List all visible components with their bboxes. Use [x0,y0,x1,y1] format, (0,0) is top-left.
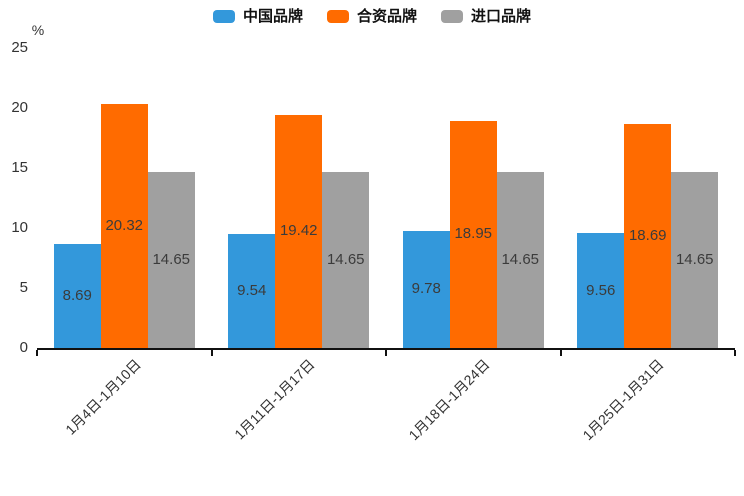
y-axis-tick-label: 20 [11,99,28,116]
x-axis-tick-mark [36,350,38,356]
legend: 中国品牌 合资品牌 进口品牌 [0,9,744,24]
bar-value-label: 14.65 [501,251,540,269]
bar-value-label: 18.69 [628,226,667,244]
bar-合资品牌-group-2 [449,120,497,348]
y-axis-unit-label: % [31,22,45,38]
bar-value-label: 20.32 [105,217,144,235]
legend-swatch-icon [212,10,235,23]
bar-中国品牌-group-1 [228,233,276,348]
bar-value-label: 19.42 [279,222,318,240]
bar-value-label: 9.54 [237,281,267,299]
x-axis-category-label: 1月18日-1月24日 [405,356,493,444]
bar-进口品牌-group-2 [496,172,544,348]
bar-value-label: 14.65 [326,251,365,269]
y-axis-tick-label: 0 [19,339,28,356]
bar-value-label: 14.65 [152,251,191,269]
bar-value-label: 18.95 [454,225,493,243]
x-axis-category-label: 1月11日-1月17日 [231,356,319,443]
bar-进口品牌-group-1 [322,172,370,348]
legend-swatch-icon [326,10,349,23]
bar-合资品牌-group-1 [275,114,323,348]
bar-value-label: 9.56 [586,281,616,299]
x-axis-tick-mark [559,350,562,356]
bar-合资品牌-group-3 [624,123,672,348]
legend-item-series-1[interactable]: 合资品牌 [326,8,417,25]
bar-value-label: 14.65 [675,251,714,269]
y-axis-tick-label: 10 [11,219,28,236]
bar-中国品牌-group-3 [577,233,625,348]
bar-中国品牌-group-2 [402,230,450,348]
bar-合资品牌-group-0 [100,104,148,348]
x-axis-tick-mark [210,350,213,356]
x-axis-tick-mark [734,350,736,356]
legend-label: 进口品牌 [471,8,532,25]
y-axis-tick-label: 25 [11,39,28,56]
bar-中国品牌-group-0 [53,243,101,348]
x-axis-category-label: 1月25日-1月31日 [579,356,668,444]
y-axis-tick-label: 5 [19,279,28,296]
legend-item-series-0[interactable]: 中国品牌 [212,8,303,25]
legend-item-series-2[interactable]: 进口品牌 [441,9,531,24]
legend-label: 中国品牌 [242,8,303,25]
legend-label: 合资品牌 [356,8,417,25]
x-axis-category-label: 1月4日-1月10日 [61,356,144,438]
bar-进口品牌-group-3 [671,172,719,348]
bar-value-label: 8.69 [62,286,92,304]
legend-swatch-icon [441,10,463,23]
bar-进口品牌-group-0 [147,172,195,348]
x-axis-line [37,348,735,350]
x-axis-tick-mark [385,350,387,356]
bar-value-label: 9.78 [411,280,441,298]
y-axis-tick-label: 15 [11,159,28,176]
